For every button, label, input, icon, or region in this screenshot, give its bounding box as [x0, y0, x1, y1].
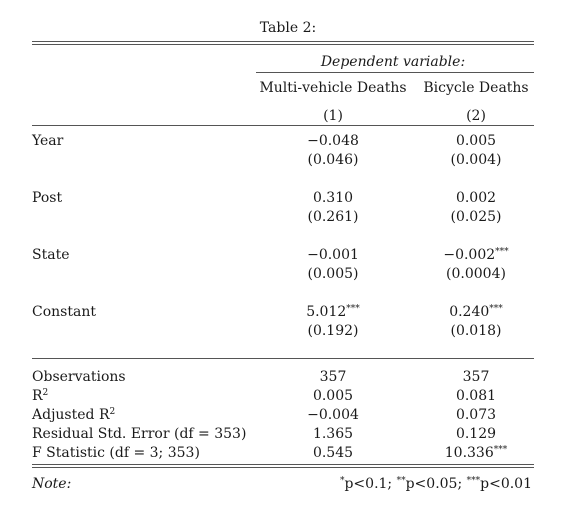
stat-residual-se-1: 1.365 — [312, 426, 354, 442]
stat-r2-2: 0.081 — [455, 388, 497, 404]
stat-f-statistic-1: 0.545 — [312, 445, 354, 461]
stat-observations-2: 357 — [462, 369, 490, 385]
coef-post-1: 0.310 — [312, 190, 354, 206]
top-rule-double — [32, 44, 534, 45]
se-constant-2: (0.018) — [450, 323, 502, 339]
significance-note: *p<0.1; **p<0.05; ***p<0.01 — [339, 476, 532, 492]
stats-rule — [32, 358, 534, 359]
row-label-constant: Constant — [32, 304, 96, 320]
se-state-2: (0.0004) — [446, 266, 506, 282]
stat-r2-1: 0.005 — [312, 388, 354, 404]
stat-label-f-statistic: F Statistic (df = 3; 353) — [32, 445, 200, 461]
row-label-post: Post — [32, 190, 63, 206]
stat-adjusted-r2-1: −0.004 — [307, 407, 359, 423]
stat-label-observations: Observations — [32, 369, 126, 385]
note-label: Note: — [32, 476, 72, 492]
coef-state-1: −0.001 — [307, 247, 359, 263]
se-year-2: (0.004) — [450, 152, 502, 168]
row-label-year: Year — [32, 133, 64, 149]
bottom-rule-double — [32, 467, 534, 468]
coef-constant-2: 0.240*** — [449, 304, 503, 320]
coef-post-2: 0.002 — [455, 190, 497, 206]
stat-label-residual-se: Residual Std. Error (df = 353) — [32, 426, 247, 442]
column-header-2: Bicycle Deaths — [423, 80, 529, 96]
row-label-state: State — [32, 247, 70, 263]
stat-f-statistic-2: 10.336*** — [444, 445, 508, 461]
stat-label-r2: R2 — [32, 388, 49, 404]
top-rule — [32, 41, 534, 42]
stat-residual-se-2: 0.129 — [455, 426, 497, 442]
column-number-1: (1) — [323, 108, 343, 124]
stat-label-adjusted-r2: Adjusted R2 — [32, 407, 116, 423]
stat-observations-1: 357 — [319, 369, 347, 385]
stat-adjusted-r2-2: 0.073 — [455, 407, 497, 423]
se-post-1: (0.261) — [307, 209, 359, 225]
column-number-2: (2) — [466, 108, 486, 124]
coef-constant-1: 5.012*** — [306, 304, 360, 320]
coef-year-1: −0.048 — [307, 133, 359, 149]
table-caption: Table 2: — [259, 20, 317, 36]
dependent-variable-rule — [256, 72, 534, 73]
bottom-rule — [32, 464, 534, 465]
se-year-1: (0.046) — [307, 152, 359, 168]
se-state-1: (0.005) — [307, 266, 359, 282]
header-rule — [32, 125, 534, 126]
se-constant-1: (0.192) — [307, 323, 359, 339]
column-header-1: Multi-vehicle Deaths — [259, 80, 407, 96]
coef-year-2: 0.005 — [455, 133, 497, 149]
se-post-2: (0.025) — [450, 209, 502, 225]
dependent-variable-label: Dependent variable: — [320, 54, 466, 70]
coef-state-2: −0.002*** — [443, 247, 509, 263]
